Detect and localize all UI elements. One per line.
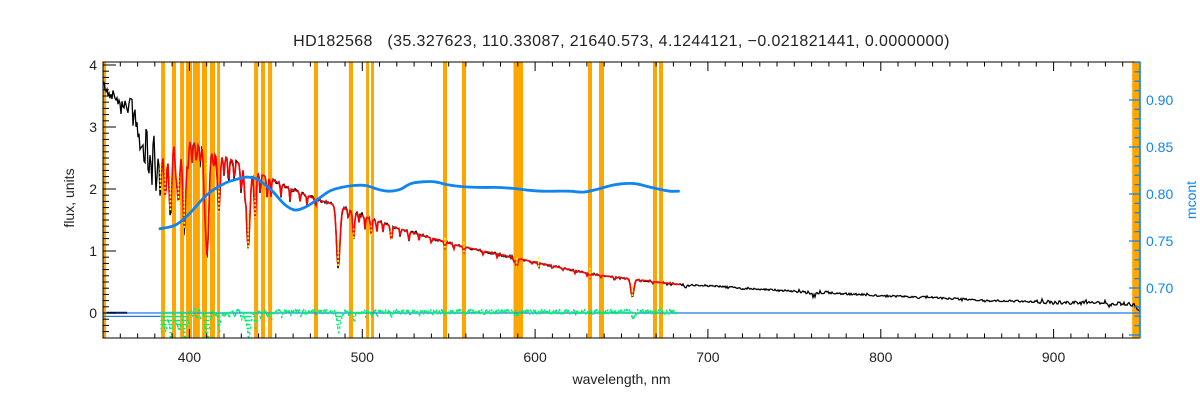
orange-band (366, 62, 369, 338)
mcont-curve (158, 175, 680, 231)
y-right-tick-label: 0.80 (1146, 186, 1174, 202)
x-tick-label: 500 (350, 349, 374, 365)
y-left-tick-label: 4 (89, 57, 97, 73)
x-tick-label: 700 (696, 349, 720, 365)
x-axis-label: wavelength, nm (572, 371, 671, 387)
residual-curve (161, 307, 678, 339)
residual-spikes (160, 311, 634, 337)
orange-band (588, 62, 592, 338)
y-right-tick-label: 0.90 (1146, 92, 1174, 108)
y-left-tick-label: 0 (89, 305, 97, 321)
orange-band (513, 62, 523, 338)
orange-band (161, 62, 166, 338)
orange-band (268, 62, 273, 338)
orange-band (348, 62, 353, 338)
y-left-tick-label: 3 (89, 119, 97, 135)
orange-band (653, 62, 657, 338)
orange-band (193, 62, 200, 338)
orange-band (599, 62, 604, 338)
orange-band (443, 62, 447, 338)
y-right-tick-label: 0.70 (1146, 280, 1174, 296)
orange-band (659, 62, 663, 338)
y-right-tick-label: 0.85 (1146, 139, 1174, 155)
orange-band (462, 62, 466, 338)
x-tick-label: 400 (177, 349, 202, 365)
y-left-tick-label: 1 (89, 243, 97, 259)
orange-band (103, 62, 107, 338)
plot-title: HD182568 (35.327623, 110.33087, 21640.57… (293, 33, 950, 50)
orange-band (1132, 62, 1140, 338)
orange-band (210, 62, 215, 338)
y-right-tick-label: 0.75 (1146, 233, 1174, 249)
orange-band (186, 62, 192, 338)
orange-band (261, 62, 265, 338)
axes-frame (102, 61, 1141, 339)
orange-band (371, 62, 374, 338)
x-tick-label: 900 (1041, 349, 1066, 365)
orange-band (172, 62, 176, 338)
x-tick-label: 800 (869, 349, 893, 365)
x-tick-label: 600 (523, 349, 547, 365)
y-left-tick-label: 2 (89, 181, 97, 197)
